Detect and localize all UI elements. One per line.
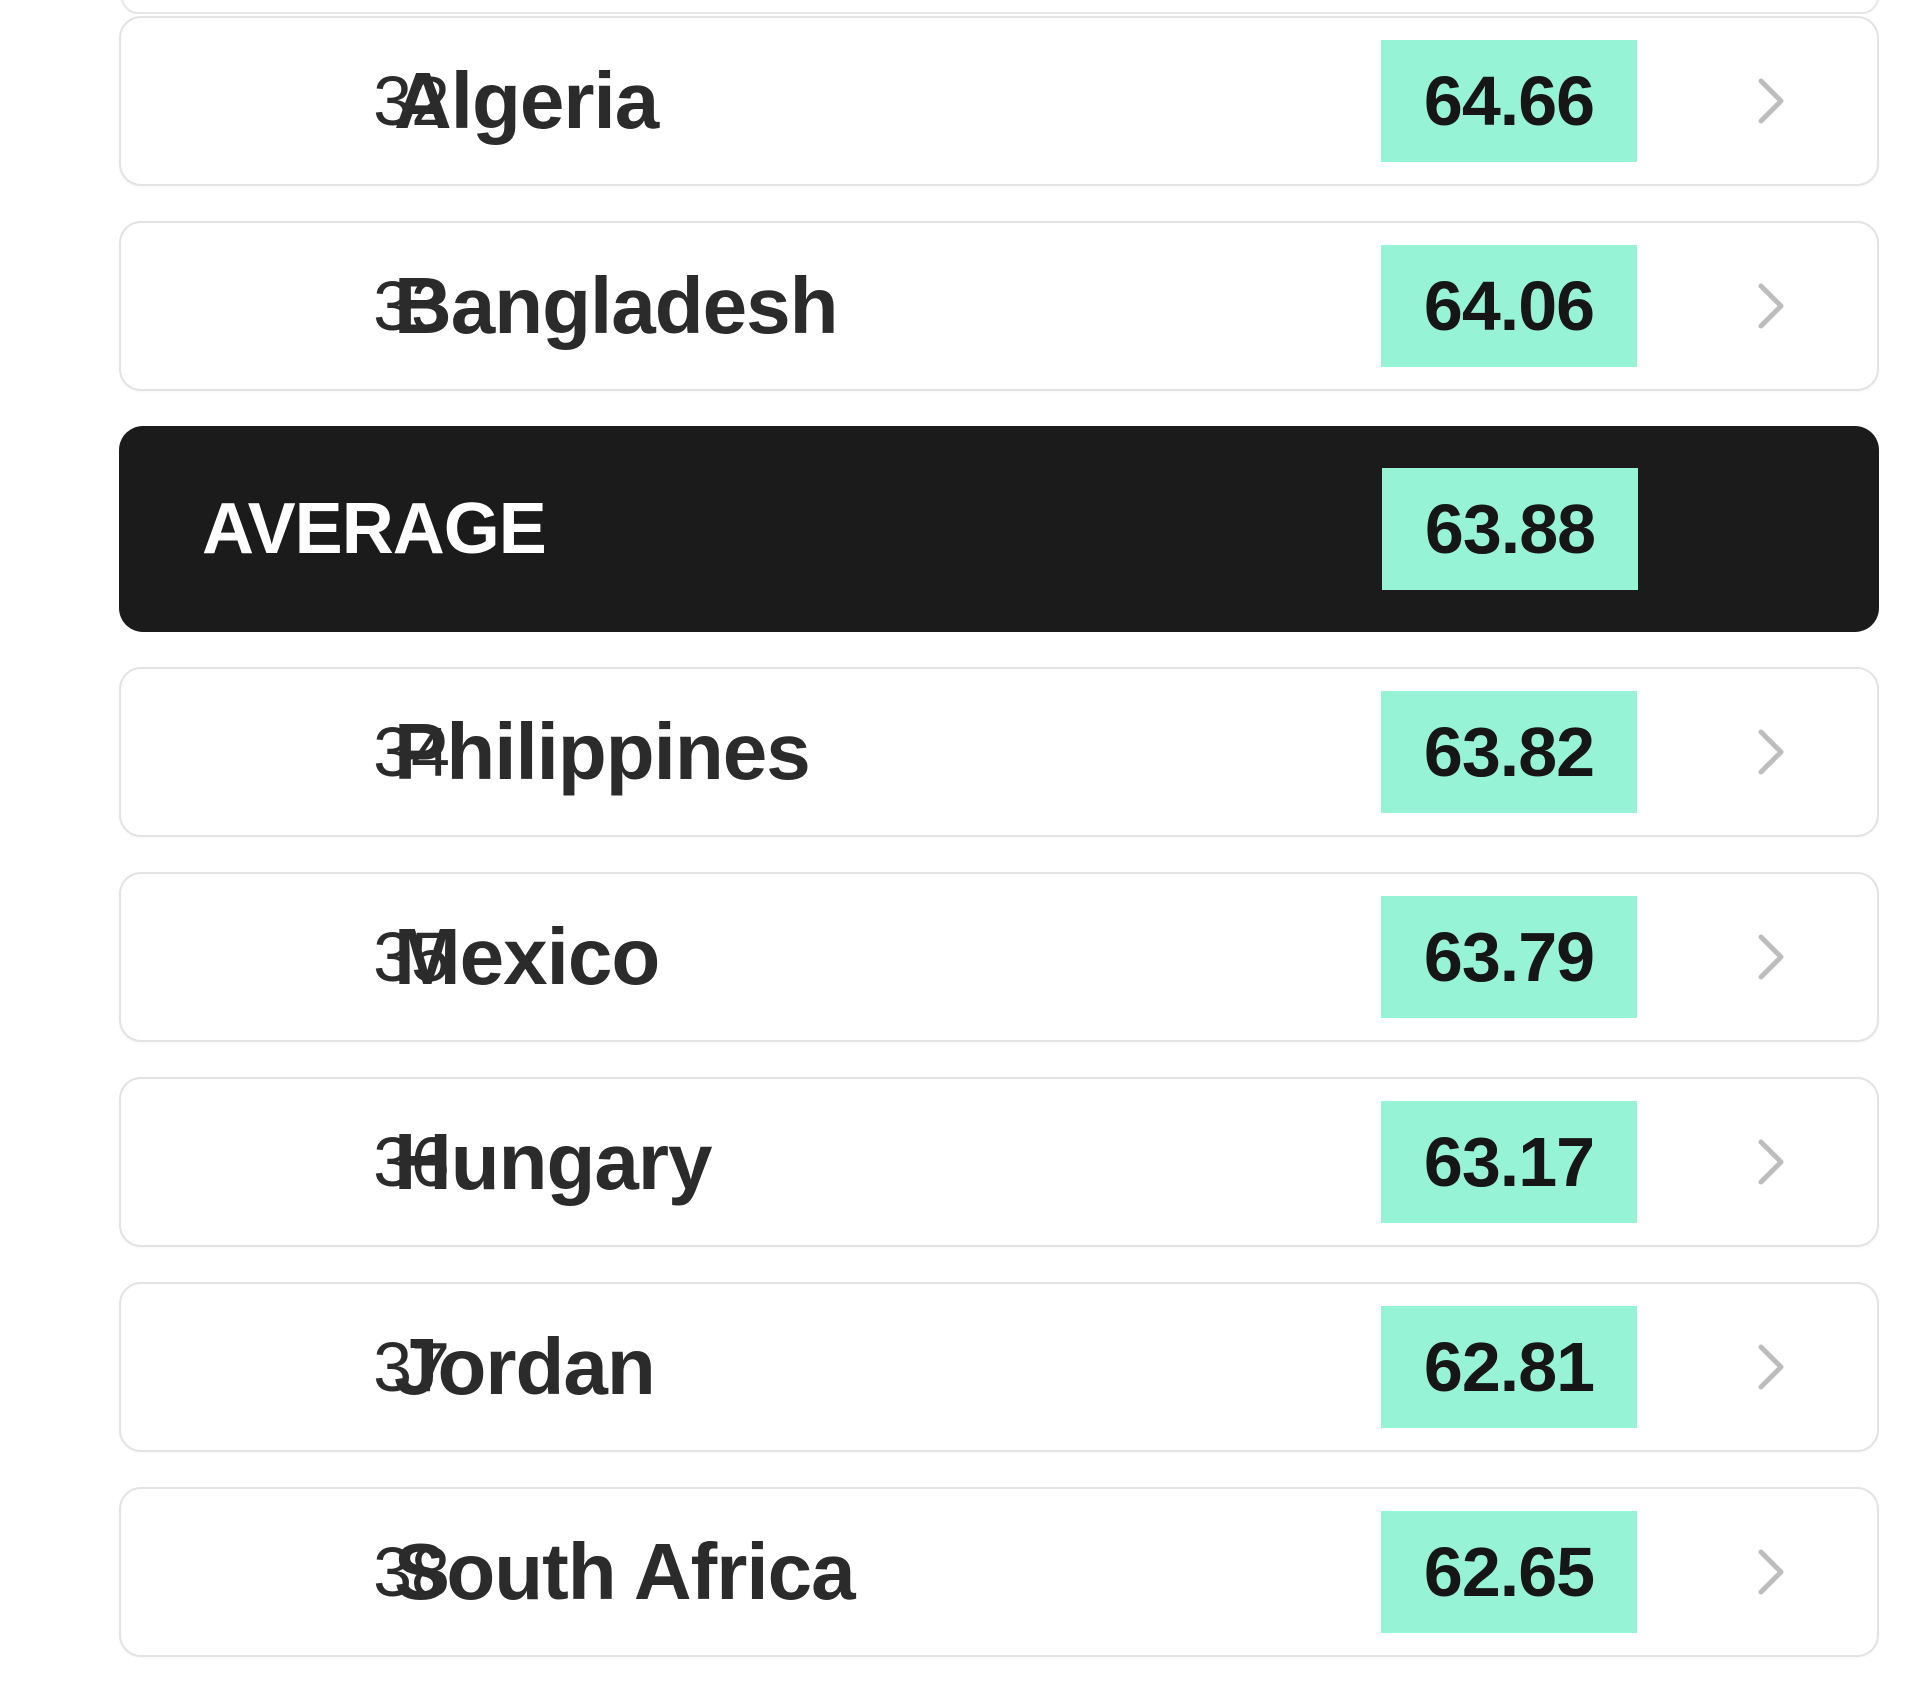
- score-value: 64.66: [1423, 62, 1595, 140]
- score-value: 62.65: [1423, 1533, 1595, 1611]
- score-badge: 64.66: [1381, 40, 1637, 162]
- ranking-row-jordan[interactable]: 37 Jordan 62.81: [119, 1282, 1879, 1452]
- ranking-row-hungary[interactable]: 36 Hungary 63.17: [119, 1077, 1879, 1247]
- rank-number: 32: [373, 62, 450, 140]
- country-name: Jordan: [394, 1322, 656, 1411]
- ranking-row-mexico[interactable]: 35 Mexico 63.79: [119, 872, 1879, 1042]
- chevron-right-icon[interactable]: [1741, 724, 1797, 780]
- previous-row-edge: [121, 0, 1879, 14]
- rank-number: 35: [373, 918, 450, 996]
- score-value: 64.06: [1423, 267, 1595, 345]
- rank-number: 37: [373, 1328, 450, 1406]
- ranking-row-bangladesh[interactable]: 33 Bangladesh 64.06: [119, 221, 1879, 391]
- rank-number: 36: [373, 1123, 450, 1201]
- chevron-right-icon[interactable]: [1741, 73, 1797, 129]
- score-value: 63.82: [1423, 713, 1595, 791]
- rank-number: 33: [373, 267, 450, 345]
- country-name: South Africa: [394, 1527, 856, 1616]
- score-badge: 62.81: [1381, 1306, 1637, 1428]
- score-badge: 62.65: [1381, 1511, 1637, 1633]
- score-badge: 63.17: [1381, 1101, 1637, 1223]
- average-score-badge: 63.88: [1382, 468, 1638, 590]
- chevron-right-icon[interactable]: [1741, 1134, 1797, 1190]
- chevron-right-icon[interactable]: [1741, 1339, 1797, 1395]
- score-badge: 64.06: [1381, 245, 1637, 367]
- average-label: AVERAGE: [202, 489, 547, 569]
- score-badge: 63.79: [1381, 896, 1637, 1018]
- score-value: 63.17: [1423, 1123, 1595, 1201]
- score-value: 62.81: [1423, 1328, 1595, 1406]
- ranking-row-algeria[interactable]: 32 Algeria 64.66: [119, 16, 1879, 186]
- chevron-right-icon[interactable]: [1741, 278, 1797, 334]
- country-name: Philippines: [394, 707, 811, 796]
- average-row: AVERAGE 63.88: [119, 426, 1879, 632]
- average-score-value: 63.88: [1424, 490, 1596, 568]
- country-name: Bangladesh: [394, 261, 838, 350]
- score-value: 63.79: [1423, 918, 1595, 996]
- ranking-row-philippines[interactable]: 34 Philippines 63.82: [119, 667, 1879, 837]
- chevron-right-icon[interactable]: [1741, 1544, 1797, 1600]
- ranking-list: 32 Algeria 64.66 33 Bangladesh 64.06 AVE…: [119, 16, 1879, 1692]
- score-badge: 63.82: [1381, 691, 1637, 813]
- country-name: Mexico: [394, 912, 660, 1001]
- country-name: Algeria: [394, 56, 659, 145]
- rank-number: 38: [373, 1533, 450, 1611]
- ranking-row-south-africa[interactable]: 38 South Africa 62.65: [119, 1487, 1879, 1657]
- chevron-right-icon[interactable]: [1741, 929, 1797, 985]
- country-name: Hungary: [394, 1117, 712, 1206]
- rank-number: 34: [373, 713, 450, 791]
